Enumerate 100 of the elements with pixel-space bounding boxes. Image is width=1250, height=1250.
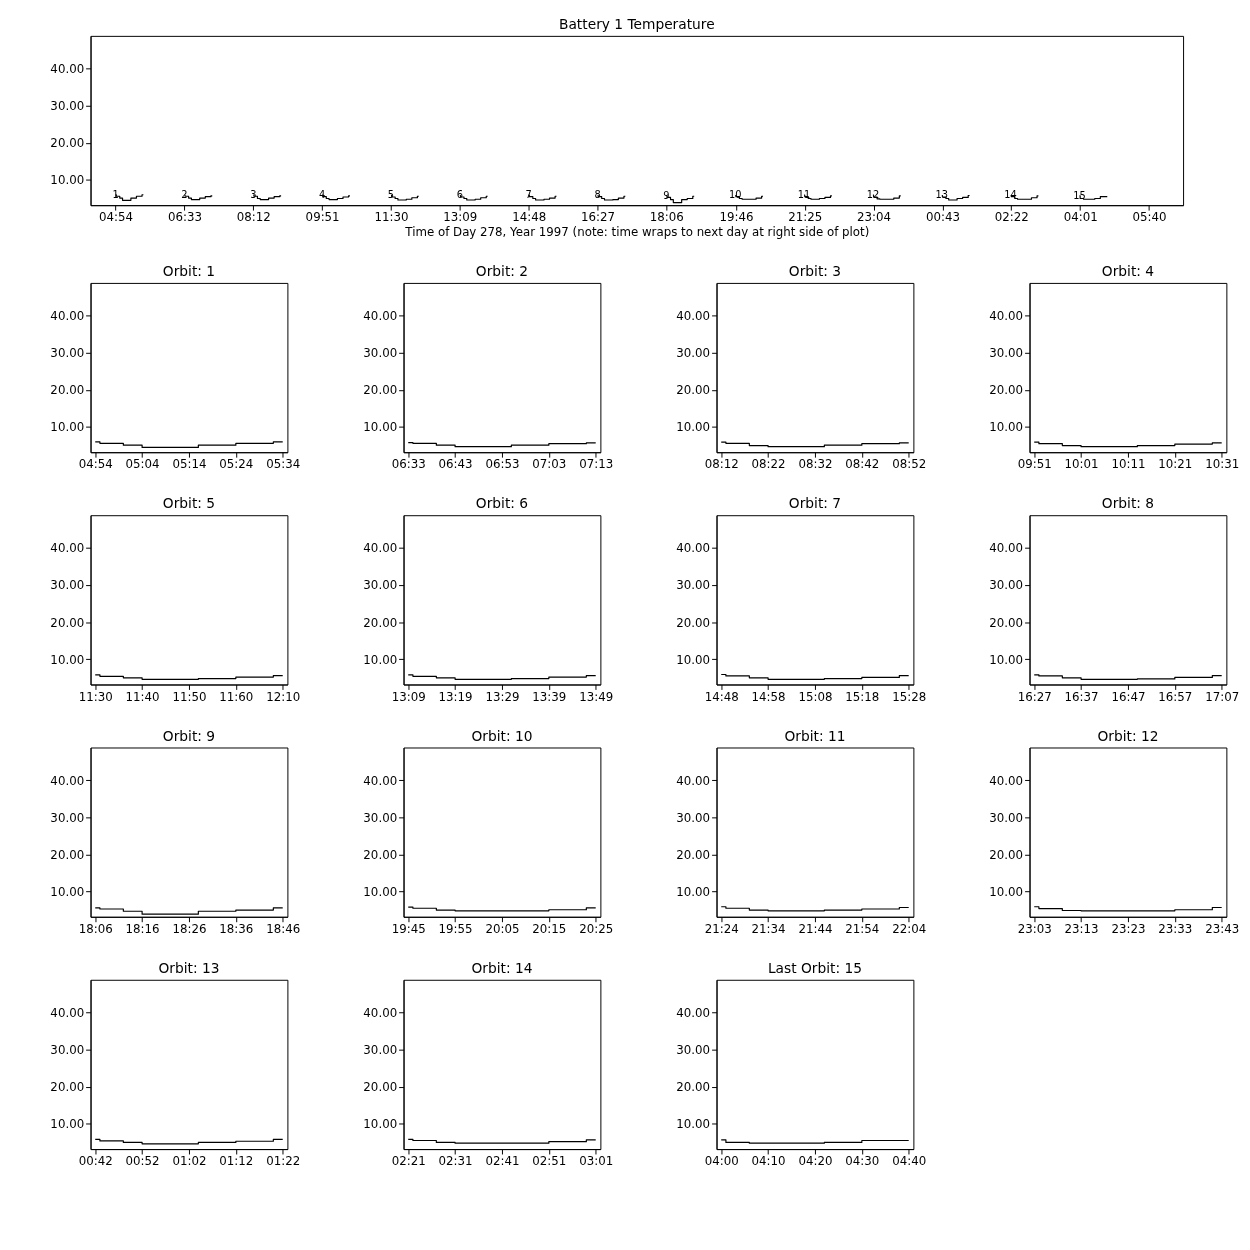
x-tick-label: 00:43 [925, 210, 960, 225]
x-tick-label: 13:39 [532, 689, 567, 704]
chart-title: Orbit: 7 [788, 495, 842, 512]
x-tick-label: 18:36 [219, 922, 254, 937]
y-tick-label: 20.00 [676, 615, 711, 630]
x-tick-label: 02:22 [994, 210, 1029, 225]
annotation: 1 [112, 188, 119, 200]
chart-title: Orbit: 11 [784, 727, 846, 744]
y-tick-label: 10.00 [363, 1117, 398, 1132]
chart-title: Orbit: 13 [158, 959, 220, 976]
chart-title: Orbit: 6 [475, 495, 529, 512]
x-tick-label: 20:05 [485, 922, 520, 937]
annotation: 2 [181, 189, 188, 201]
x-tick-label: 13:49 [579, 689, 614, 704]
y-tick-label: 40.00 [363, 1005, 398, 1020]
chart-title: Orbit: 9 [162, 727, 216, 744]
y-tick-label: 10.00 [50, 652, 85, 667]
y-tick-label: 10.00 [50, 420, 85, 435]
x-tick-label: 12:10 [266, 689, 301, 704]
chart-title: Orbit: 2 [475, 263, 529, 280]
y-tick-label: 10.00 [363, 884, 398, 899]
x-tick-label: 18:06 [649, 210, 684, 225]
x-tick-label: 08:52 [892, 457, 927, 472]
x-tick-label: 05:14 [172, 457, 207, 472]
x-tick-label: 01:12 [219, 1154, 254, 1169]
x-tick-label: 04:00 [704, 1154, 739, 1169]
y-tick-label: 10.00 [989, 652, 1024, 667]
y-tick-label: 30.00 [363, 578, 398, 593]
x-tick-label: 20:15 [532, 922, 567, 937]
x-tick-label: 10:31 [1205, 457, 1240, 472]
x-tick-label: 13:29 [485, 689, 520, 704]
x-tick-label: 21:54 [845, 922, 880, 937]
x-tick-label: 15:18 [845, 689, 880, 704]
x-tick-label: 08:32 [798, 457, 833, 472]
x-tick-label: 08:12 [704, 457, 739, 472]
chart-title: Orbit: 3 [788, 263, 842, 280]
x-tick-label: 05:34 [266, 457, 301, 472]
y-tick-label: 20.00 [363, 383, 398, 398]
x-tick-label: 20:25 [579, 922, 614, 937]
y-tick-label: 30.00 [676, 578, 711, 593]
chart-title: Orbit: 14 [471, 959, 533, 976]
x-tick-label: 18:06 [78, 922, 113, 937]
x-tick-label: 06:53 [485, 457, 520, 472]
x-tick-label: 16:27 [581, 210, 616, 225]
y-tick-label: 40.00 [363, 309, 398, 324]
y-tick-label: 10.00 [50, 173, 85, 188]
y-tick-label: 40.00 [50, 541, 85, 556]
chart-title: Orbit: 4 [1101, 263, 1155, 280]
x-tick-label: 05:40 [1132, 210, 1167, 225]
y-tick-label: 30.00 [363, 810, 398, 825]
x-tick-label: 04:40 [892, 1154, 927, 1169]
x-tick-label: 06:43 [438, 457, 473, 472]
x-tick-label: 04:54 [78, 457, 113, 472]
x-tick-label: 13:09 [391, 689, 426, 704]
x-axis-title: Time of Day 278, Year 1997 (note: time wraps to next day at right side of plot) [404, 225, 870, 240]
x-tick-label: 11:30 [78, 689, 113, 704]
y-tick-label: 10.00 [363, 420, 398, 435]
annotation: 3 [250, 189, 257, 201]
y-tick-label: 20.00 [50, 1080, 85, 1095]
y-tick-label: 30.00 [989, 578, 1024, 593]
x-tick-label: 18:46 [266, 922, 301, 937]
x-tick-label: 19:45 [391, 922, 426, 937]
x-tick-label: 10:01 [1064, 457, 1099, 472]
y-tick-label: 20.00 [363, 847, 398, 862]
x-tick-label: 16:27 [1017, 689, 1052, 704]
y-tick-label: 40.00 [989, 541, 1024, 556]
x-tick-label: 02:41 [485, 1154, 520, 1169]
y-tick-label: 20.00 [989, 383, 1024, 398]
y-tick-label: 40.00 [363, 541, 398, 556]
x-tick-label: 21:44 [798, 922, 833, 937]
x-tick-label: 16:47 [1111, 689, 1146, 704]
x-tick-label: 15:08 [798, 689, 833, 704]
y-tick-label: 20.00 [676, 1080, 711, 1095]
y-tick-label: 40.00 [676, 1005, 711, 1020]
chart-title: Orbit: 10 [471, 727, 533, 744]
x-tick-label: 23:13 [1064, 922, 1099, 937]
y-tick-label: 40.00 [50, 1005, 85, 1020]
chart-title: Orbit: 1 [162, 263, 216, 280]
y-tick-label: 40.00 [676, 541, 711, 556]
y-tick-label: 40.00 [363, 773, 398, 788]
chart-title: Last Orbit: 15 [767, 959, 862, 976]
annotation: 14 [1004, 189, 1017, 201]
x-tick-label: 15:28 [892, 689, 927, 704]
y-tick-label: 30.00 [363, 346, 398, 361]
y-tick-label: 30.00 [363, 1043, 398, 1057]
x-tick-label: 23:33 [1158, 922, 1193, 937]
y-tick-label: 10.00 [363, 652, 398, 667]
x-tick-label: 10:11 [1111, 457, 1146, 472]
y-tick-label: 10.00 [50, 1117, 85, 1132]
x-tick-label: 21:25 [788, 210, 823, 225]
annotation: 7 [525, 189, 532, 201]
y-tick-label: 40.00 [50, 309, 85, 324]
y-tick-label: 10.00 [676, 884, 711, 899]
y-tick-label: 30.00 [50, 810, 85, 825]
x-tick-label: 23:23 [1111, 922, 1146, 937]
annotation: 6 [456, 189, 463, 201]
y-tick-label: 20.00 [676, 847, 711, 862]
x-tick-label: 01:22 [266, 1154, 301, 1169]
x-tick-label: 14:48 [512, 210, 547, 225]
y-tick-label: 20.00 [50, 847, 85, 862]
